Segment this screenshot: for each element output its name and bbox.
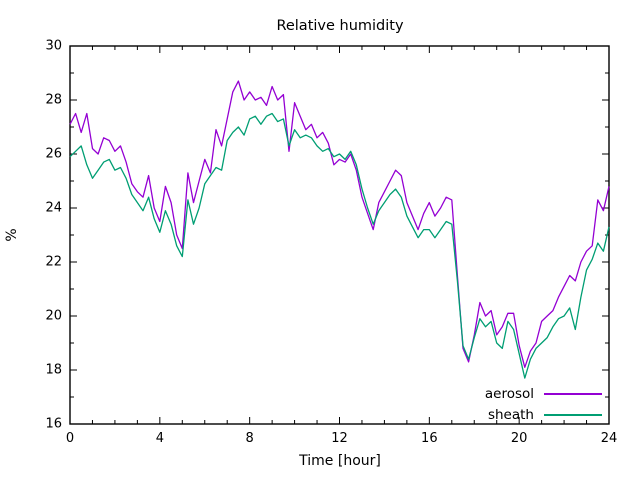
legend-label-sheath: sheath	[487, 406, 534, 423]
x-tick-label: 4	[155, 431, 164, 446]
y-tick-label: 16	[45, 416, 62, 432]
y-tick-label: 28	[45, 92, 62, 108]
legend-line-sample-aerosol	[544, 392, 602, 395]
y-tick-label: 20	[45, 308, 62, 324]
y-tick-label: 24	[45, 200, 62, 216]
legend-item-sheath: sheath	[485, 404, 602, 425]
series-line-aerosol	[69, 80, 610, 368]
x-tick-label: 16	[421, 431, 438, 446]
y-tick-label: 18	[45, 362, 62, 378]
y-tick-label: 30	[45, 38, 62, 54]
chart-title: Relative humidity	[276, 18, 404, 34]
x-tick-label: 24	[600, 431, 618, 446]
x-tick-label: 0	[65, 431, 75, 446]
y-tick-label: 22	[45, 254, 62, 270]
x-tick-label: 12	[331, 431, 348, 446]
y-tick-label: 26	[45, 146, 62, 162]
x-tick-label: 20	[510, 431, 528, 446]
legend-line-sample-sheath	[544, 413, 602, 416]
legend-label-aerosol: aerosol	[484, 385, 534, 402]
x-tick-label: 8	[245, 431, 254, 446]
legend-item-aerosol: aerosol	[485, 383, 602, 404]
series-line-sheath	[69, 112, 610, 379]
x-axis-label: Time [hour]	[299, 453, 381, 469]
legend: aerosol sheath	[485, 383, 602, 425]
